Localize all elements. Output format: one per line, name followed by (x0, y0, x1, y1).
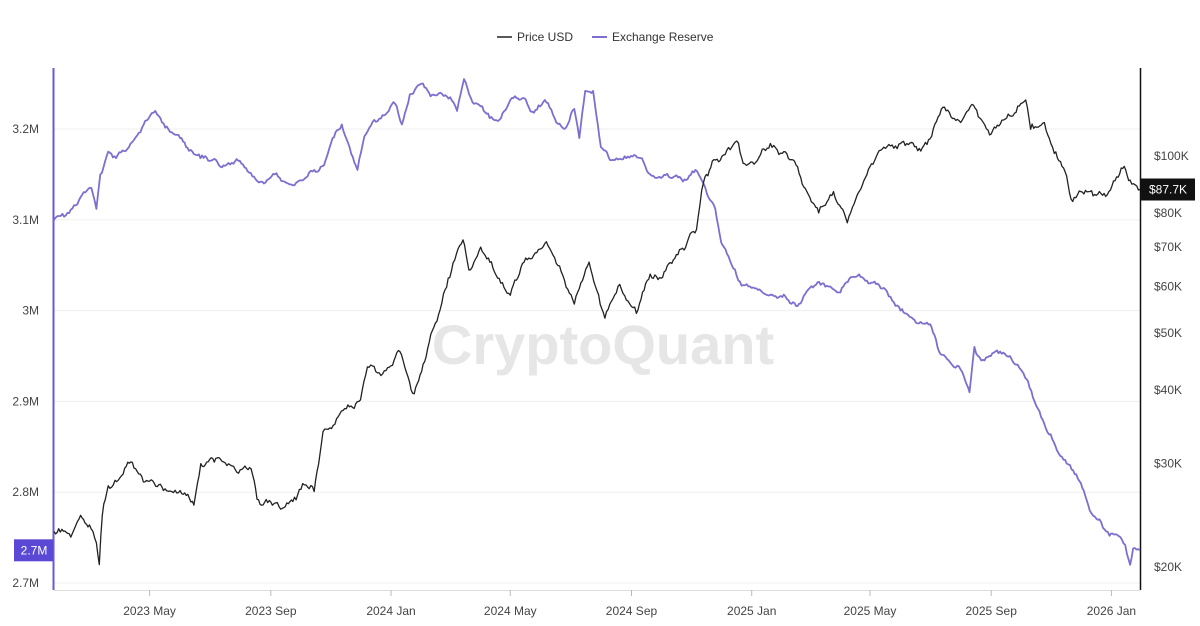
x-tick-label: 2026 Jan (1087, 604, 1136, 618)
x-tick-label: 2025 Sep (965, 604, 1017, 618)
left-tick-label: 3.1M (12, 213, 39, 227)
right-tick-label: $30K (1154, 457, 1182, 471)
x-tick-label: 2025 Jan (727, 604, 776, 618)
right-current-value-label: $87.7K (1149, 183, 1187, 197)
x-tick-label: 2025 May (844, 604, 897, 618)
x-axis-ticks: 2023 May 2023 Sep 2024 Jan 2024 May 2024 Sep… (123, 590, 1136, 618)
right-current-value-badge (1141, 178, 1195, 201)
right-tick-label: $80K (1154, 206, 1182, 220)
grid-lines (54, 128, 1140, 584)
series-line-price-usd[interactable] (53, 99, 1141, 566)
left-current-value-badge (14, 539, 53, 562)
series-line-exchange-reserve[interactable] (53, 78, 1141, 566)
x-tick-label: 2023 Sep (245, 604, 297, 618)
right-tick-label: $60K (1154, 279, 1182, 293)
series-layer (53, 78, 1141, 566)
left-axis-ticks: 3.2M 3.1M 3M 2.9M 2.8M 2.7M (12, 122, 39, 590)
left-tick-label: 2.8M (12, 485, 39, 499)
left-tick-label: 3M (22, 304, 39, 318)
legend[interactable]: Price USD Exchange Reserve (497, 30, 714, 44)
x-tick-label: 2024 Sep (606, 604, 658, 618)
legend-label-price[interactable]: Price USD (517, 30, 573, 44)
right-tick-label: $100K (1154, 149, 1189, 163)
x-tick-label: 2024 Jan (366, 604, 415, 618)
left-tick-label: 3.2M (12, 122, 39, 136)
right-tick-label: $50K (1154, 326, 1182, 340)
legend-label-reserve[interactable]: Exchange Reserve (612, 30, 714, 44)
right-tick-label: $70K (1154, 240, 1182, 254)
left-tick-label: 2.7M (12, 576, 39, 590)
left-current-value-label: 2.7M (21, 543, 48, 557)
x-tick-label: 2023 May (123, 604, 176, 618)
x-tick-label: 2024 May (484, 604, 537, 618)
left-tick-label: 2.9M (12, 394, 39, 408)
current-value-badges: 2.7M $87.7K (14, 178, 1195, 562)
right-tick-label: $40K (1154, 383, 1182, 397)
right-tick-label: $20K (1154, 560, 1182, 574)
right-axis-ticks: $100K $80K $70K $60K $50K $40K $30K $20K (1154, 149, 1189, 574)
watermark: CryptoQuant (432, 313, 774, 376)
